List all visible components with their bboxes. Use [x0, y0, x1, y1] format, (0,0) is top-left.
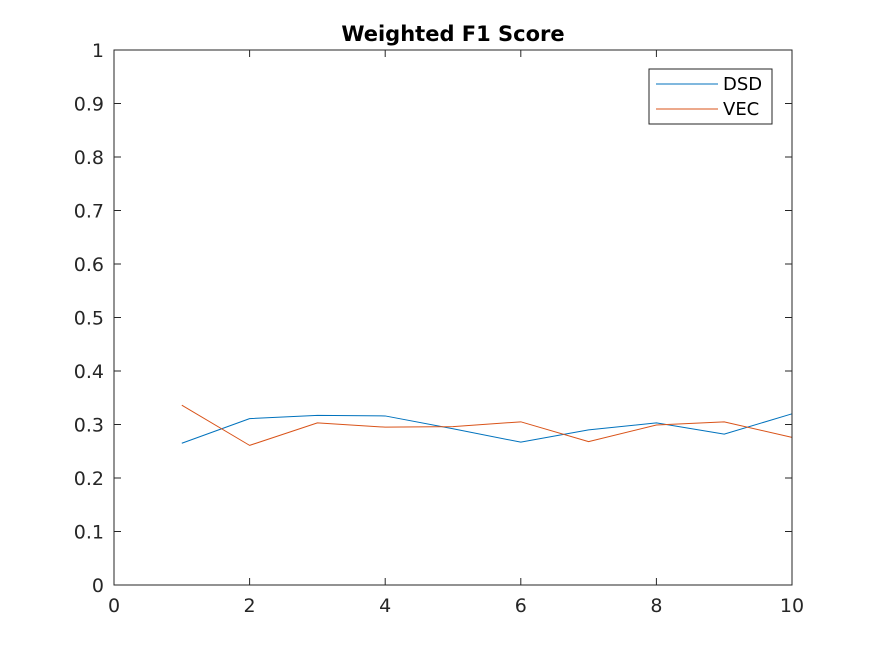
y-tick-label: 0.8 [74, 147, 104, 169]
y-tick-label: 0.5 [74, 308, 104, 330]
legend: DSD VEC [648, 68, 773, 125]
axes-box [113, 49, 793, 586]
chart-title: Weighted F1 Score [341, 22, 564, 46]
series-line-vec [181, 404, 793, 446]
y-tick-label: 0.6 [74, 254, 104, 276]
legend-label-dsd: DSD [723, 74, 762, 95]
axis-ticks: 0 2 4 6 8 10 0 0.1 0.2 0.3 0.4 0.5 0.6 0.7 0.8 0.9 1 [74, 40, 804, 617]
y-tick-label: 0.9 [74, 94, 104, 116]
y-tick-label: 0.2 [74, 468, 104, 490]
legend-box [648, 68, 773, 125]
series-line-dsd [181, 413, 793, 444]
y-tick-label: 0.3 [74, 415, 104, 437]
plot-area [114, 50, 792, 585]
x-tick-label: 4 [379, 595, 391, 617]
x-tick-label: 6 [515, 595, 527, 617]
x-tick-label: 8 [650, 595, 662, 617]
y-tick-label: 1 [92, 40, 104, 62]
series-lines [181, 404, 793, 446]
y-tick-label: 0.1 [74, 522, 104, 544]
x-tick-label: 0 [108, 595, 120, 617]
x-tick-label: 10 [780, 595, 804, 617]
y-tick-label: 0.4 [74, 361, 104, 383]
y-tick-label: 0 [92, 575, 104, 597]
y-tick-label: 0.7 [74, 201, 104, 223]
x-tick-label: 2 [244, 595, 256, 617]
legend-label-vec: VEC [723, 99, 759, 120]
